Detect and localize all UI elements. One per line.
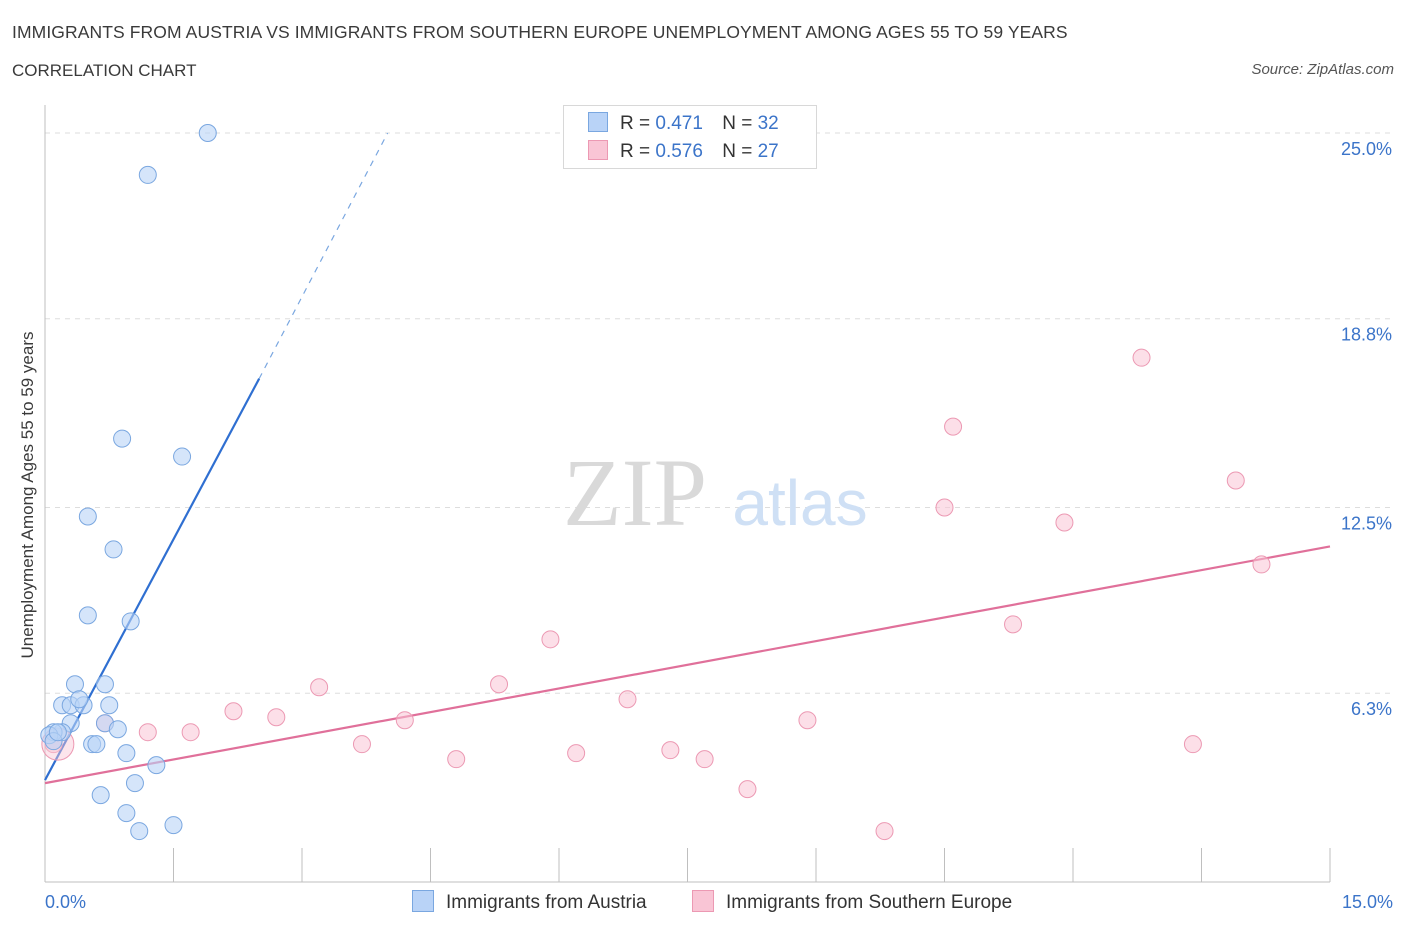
trend-line-southern-europe <box>44 545 1331 785</box>
data-point-southern-europe <box>395 711 414 730</box>
n-label: N = <box>722 113 753 134</box>
data-point-austria <box>70 690 89 709</box>
data-point-southern-europe <box>138 723 157 742</box>
data-point-austria <box>108 720 127 739</box>
bottom-legend-austria: Immigrants from Austria <box>412 890 647 914</box>
watermark-zip: ZIP <box>563 439 707 546</box>
data-point-southern-europe <box>490 675 509 694</box>
southern-europe-swatch <box>588 140 608 160</box>
y-tick-label: 12.5% <box>1341 513 1392 533</box>
data-point-southern-europe <box>1004 615 1023 634</box>
data-point-austria <box>100 696 119 715</box>
austria-swatch <box>588 112 608 132</box>
data-point-austria <box>121 612 140 631</box>
data-point-southern-europe <box>1055 513 1074 532</box>
r-label: R = <box>620 113 651 134</box>
data-point-southern-europe <box>695 750 714 769</box>
trend-line-austria-extension <box>258 132 389 379</box>
austria-r-value: 0.471 <box>655 113 703 134</box>
gridlines <box>45 132 1392 694</box>
data-point-austria <box>138 165 157 184</box>
southern-europe-n-value: 27 <box>757 141 779 162</box>
data-point-southern-europe <box>1252 555 1271 574</box>
y-tick-label: 18.8% <box>1341 325 1392 345</box>
stats-legend: R = 0.471 N = 32 R = 0.576 N = 27 <box>563 105 817 169</box>
data-point-austria <box>104 540 123 559</box>
data-point-southern-europe <box>224 702 243 721</box>
chart-title: IMMIGRANTS FROM AUSTRIA VS IMMIGRANTS FR… <box>12 22 1068 42</box>
chart-source: Source: ZipAtlas.com <box>1251 61 1394 78</box>
data-point-southern-europe <box>738 780 757 799</box>
data-point-austria <box>78 606 97 625</box>
data-point-austria <box>117 804 136 823</box>
data-point-austria <box>87 735 106 754</box>
n-label: N = <box>722 141 753 162</box>
data-point-austria <box>173 447 192 466</box>
data-point-austria <box>117 744 136 763</box>
data-point-southern-europe <box>1132 348 1151 367</box>
data-point-austria <box>48 723 67 742</box>
data-point-austria <box>198 123 217 142</box>
southern-europe-legend-swatch <box>692 890 714 912</box>
x-tick-label-max: 15.0% <box>1342 892 1393 912</box>
tick-labels: 6.3% 12.5% 18.8% 25.0% 0.0% 15.0% <box>45 139 1393 912</box>
data-point-austria <box>95 675 114 694</box>
y-tick-label: 6.3% <box>1351 699 1392 719</box>
austria-legend-label: Immigrants from Austria <box>446 892 647 913</box>
data-point-southern-europe <box>661 741 680 760</box>
data-point-southern-europe <box>875 822 894 841</box>
data-point-southern-europe <box>935 498 954 517</box>
y-axis-label: Unemployment Among Ages 55 to 59 years <box>18 331 37 659</box>
data-point-southern-europe <box>352 735 371 754</box>
data-point-austria <box>130 822 149 841</box>
y-tick-label: 25.0% <box>1341 139 1392 159</box>
bottom-legend-southern-europe: Immigrants from Southern Europe <box>692 890 1012 914</box>
data-point-southern-europe <box>310 678 329 697</box>
data-point-southern-europe <box>267 708 286 727</box>
austria-n-value: 32 <box>757 113 779 134</box>
series-austria <box>40 123 217 841</box>
data-point-southern-europe <box>798 711 817 730</box>
southern-europe-legend-label: Immigrants from Southern Europe <box>726 892 1013 913</box>
data-point-austria <box>113 429 132 448</box>
data-point-austria <box>164 816 183 835</box>
data-point-austria <box>125 774 144 793</box>
data-point-austria <box>78 507 97 526</box>
data-point-southern-europe <box>447 750 466 769</box>
chart-subtitle: CORRELATION CHART <box>12 61 197 80</box>
data-point-austria <box>65 675 84 694</box>
legend-row-austria: R = 0.471 N = 32 <box>588 112 779 136</box>
data-point-southern-europe <box>618 690 637 709</box>
watermark-atlas: atlas <box>732 467 867 539</box>
watermark: ZIP atlas <box>563 439 868 546</box>
data-point-southern-europe <box>181 723 200 742</box>
data-point-southern-europe <box>1226 471 1245 490</box>
axes <box>44 105 1331 883</box>
data-point-austria <box>147 756 166 775</box>
data-point-austria <box>91 786 110 805</box>
legend-row-southern-europe: R = 0.576 N = 27 <box>588 140 779 164</box>
data-point-southern-europe <box>567 744 586 763</box>
data-point-southern-europe <box>1183 735 1202 754</box>
southern-europe-r-value: 0.576 <box>655 141 703 162</box>
series-southern-europe <box>41 348 1271 841</box>
r-label: R = <box>620 141 651 162</box>
austria-legend-swatch <box>412 890 434 912</box>
x-tick-label-min: 0.0% <box>45 892 86 912</box>
data-point-southern-europe <box>541 630 560 649</box>
data-point-southern-europe <box>944 417 963 436</box>
